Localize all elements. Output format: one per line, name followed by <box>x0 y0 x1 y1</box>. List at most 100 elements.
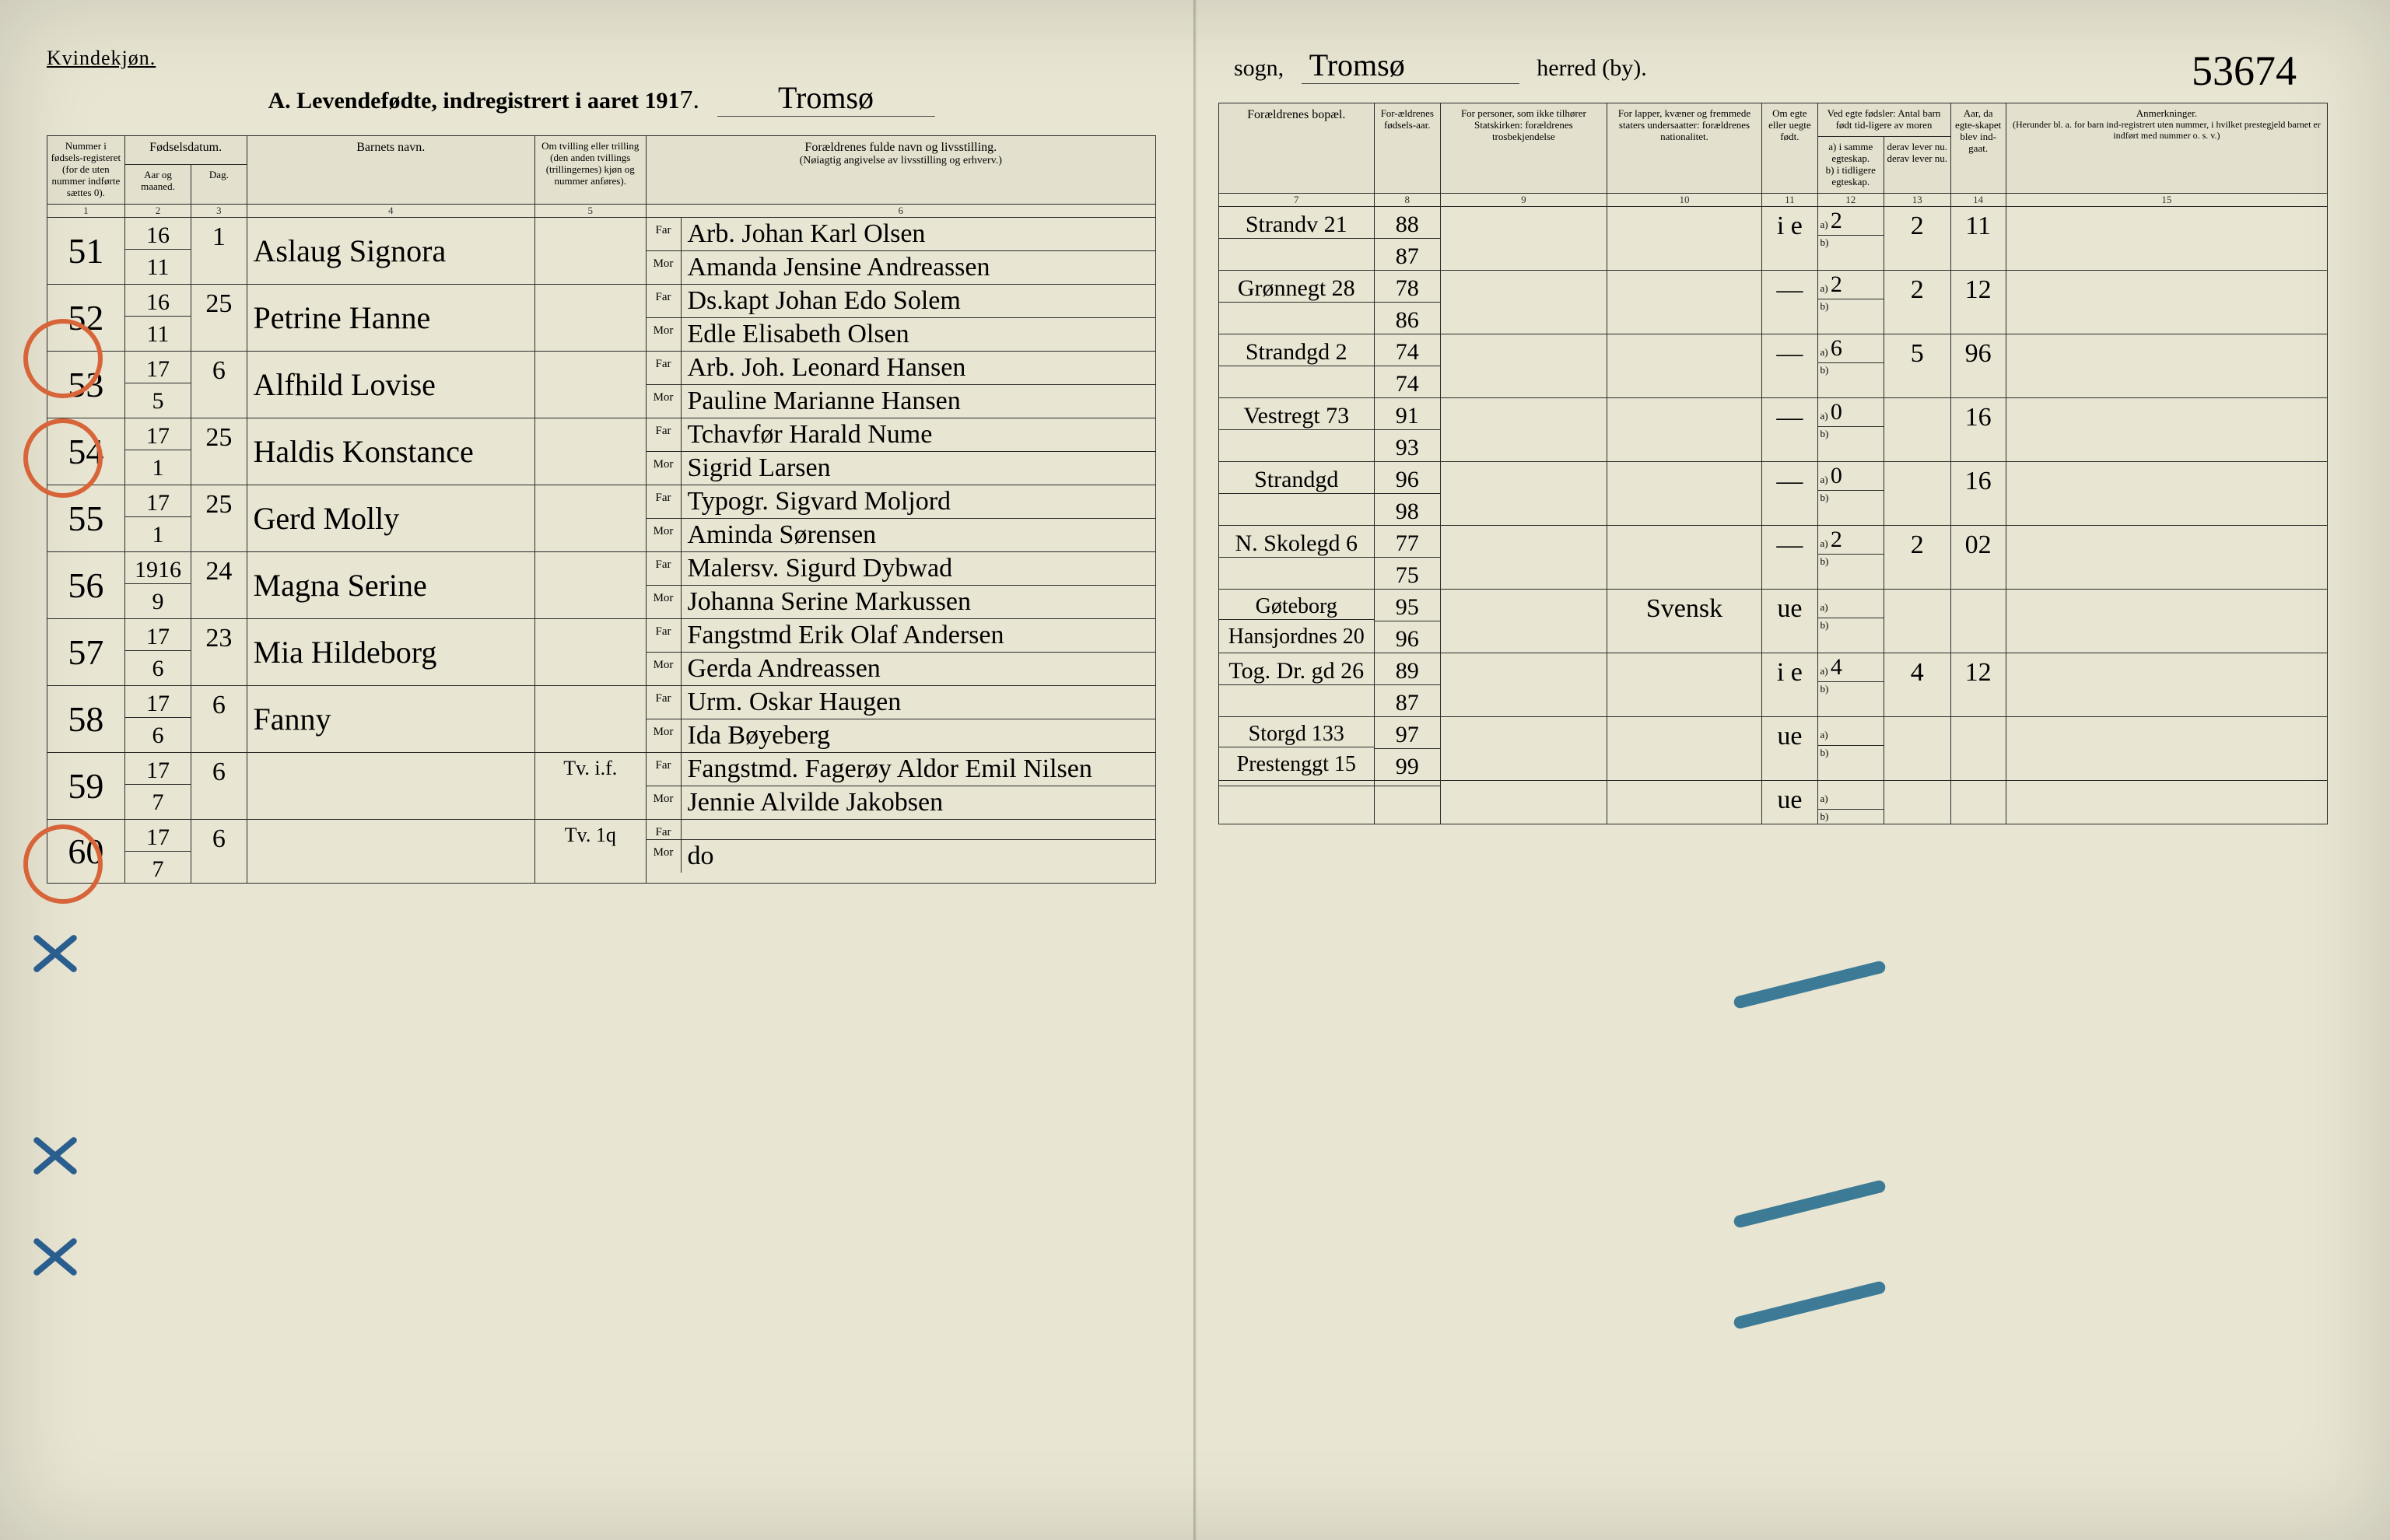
legitimacy-cell: ue <box>1762 589 1817 653</box>
c13b: derav lever nu. <box>1887 153 1948 165</box>
kvindek-label: Kvindekjøn. <box>47 47 1156 70</box>
far-label: Far <box>647 418 682 451</box>
birth-year-cell <box>1374 780 1441 824</box>
col-14-header: Aar, da egte-skapet blev ind-gaat. <box>1950 103 2006 194</box>
parents-cell: FarArb. Joh. Leonard HansenMorPauline Ma… <box>646 351 1156 418</box>
twin-cell <box>535 351 647 418</box>
twin-cell: Tv. 1q <box>535 819 647 883</box>
child-name: Fanny <box>247 685 535 752</box>
blue-swoosh-mark <box>1733 960 1887 1010</box>
cn3: 3 <box>191 204 247 217</box>
cn1: 1 <box>47 204 125 217</box>
parents-cell: FarFangstmd. Fagerøy Aldor Emil NilsenMo… <box>646 752 1156 819</box>
twin-cell <box>535 485 647 551</box>
rcn7: 7 <box>1219 193 1375 206</box>
father-name <box>682 820 1156 839</box>
religion-cell <box>1441 397 1607 461</box>
year-month-cell: 171 <box>124 418 191 485</box>
right-header: sogn, Tromsø herred (by). <box>1234 47 2328 84</box>
year-month-cell: 1611 <box>124 217 191 284</box>
blue-swoosh-mark <box>1733 1179 1887 1229</box>
child-name: Petrine Hanne <box>247 284 535 351</box>
table-row: Storgd 133Prestenggt 159799uea) b) <box>1219 716 2328 780</box>
marriage-year-cell: 11 <box>1950 206 2006 270</box>
parents-cell: FarUrm. Oskar HaugenMorIda Bøyeberg <box>646 685 1156 752</box>
mother-name: Aminda Sørensen <box>682 519 1156 551</box>
col-2b-header: Dag. <box>191 165 247 205</box>
father-name: Fangstmd. Fagerøy Aldor Emil Nilsen <box>682 753 1156 786</box>
mother-name: Ida Bøyeberg <box>682 719 1156 752</box>
table-row: uea) b) <box>1219 780 2328 824</box>
mother-name: Edle Elisabeth Olsen <box>682 318 1156 351</box>
remarks-cell <box>2006 270 2327 334</box>
blue-swoosh-mark <box>1733 1280 1887 1330</box>
nationality-cell <box>1607 397 1762 461</box>
child-name <box>247 752 535 819</box>
col-8-header: For-ældrenes fødsels-aar. <box>1374 103 1441 194</box>
far-label: Far <box>647 619 682 652</box>
year-month-cell: 176 <box>124 618 191 685</box>
residence-cell: GøteborgHansjordnes 20 <box>1219 589 1375 653</box>
right-colnum-row: 7 8 9 10 11 12 13 14 15 <box>1219 193 2328 206</box>
table-row: 591776Tv. i.f.FarFangstmd. Fagerøy Aldor… <box>47 752 1156 819</box>
prior-children-cell: a) b) <box>1817 589 1884 653</box>
table-row: 5417125Haldis KonstanceFarTchavfør Haral… <box>47 418 1156 485</box>
herred-value: Tromsø <box>1302 47 1519 84</box>
cn4: 4 <box>247 204 535 217</box>
left-header: A. Levendefødte, indregistrert i aaret 1… <box>47 79 1156 117</box>
birth-year-cell: 7775 <box>1374 525 1441 589</box>
prior-children-cell: a) 0b) <box>1817 397 1884 461</box>
left-thead: Nummer i fødsels-registeret (for de uten… <box>47 136 1156 218</box>
col-9-header: For personer, som ikke tilhører Statskir… <box>1441 103 1607 194</box>
table-row: 5517125Gerd MollyFarTypogr. Sigvard Molj… <box>47 485 1156 551</box>
religion-cell <box>1441 716 1607 780</box>
residence-cell: Strandv 21 <box>1219 206 1375 270</box>
marriage-year-cell: 96 <box>1950 334 2006 397</box>
parents-cell: FarMordo <box>646 819 1156 883</box>
table-row: Strandgd 27474—a) 6b)596 <box>1219 334 2328 397</box>
remarks-cell <box>2006 589 2327 653</box>
table-row: Tog. Dr. gd 268987i ea) 4b)412 <box>1219 653 2328 716</box>
marriage-year-cell: 12 <box>1950 270 2006 334</box>
nationality-cell <box>1607 270 1762 334</box>
residence-cell: N. Skolegd 6 <box>1219 525 1375 589</box>
far-label: Far <box>647 285 682 317</box>
father-name: Urm. Oskar Haugen <box>682 686 1156 719</box>
mor-label: Mor <box>647 519 682 551</box>
birth-year-cell: 7886 <box>1374 270 1441 334</box>
table-row: 52161125Petrine HanneFarDs.kapt Johan Ed… <box>47 284 1156 351</box>
mor-label: Mor <box>647 840 682 873</box>
father-name: Arb. Johan Karl Olsen <box>682 218 1156 250</box>
mother-name: Gerda Andreassen <box>682 653 1156 685</box>
remarks-cell <box>2006 780 2327 824</box>
col-15-title: Anmerkninger. <box>2009 108 2325 120</box>
mother-name: Amanda Jensine Andreassen <box>682 251 1156 284</box>
day-cell: 6 <box>191 351 247 418</box>
child-name: Aslaug Signora <box>247 217 535 284</box>
father-name: Arb. Joh. Leonard Hansen <box>682 352 1156 384</box>
mother-name: Johanna Serine Markussen <box>682 586 1156 618</box>
day-cell: 6 <box>191 752 247 819</box>
far-label: Far <box>647 552 682 585</box>
mor-label: Mor <box>647 586 682 618</box>
mor-label: Mor <box>647 786 682 819</box>
rcn15: 15 <box>2006 193 2327 206</box>
col-6-title: Forældrenes fulde navn og livsstilling. <box>649 141 1154 155</box>
prior-children-cell: a) 2b) <box>1817 270 1884 334</box>
marriage-year-cell: 12 <box>1950 653 2006 716</box>
rcn8: 8 <box>1374 193 1441 206</box>
col-10-header: For lapper, kvæner og fremmede staters u… <box>1607 103 1762 194</box>
year-month-cell: 177 <box>124 752 191 819</box>
living-children-cell <box>1884 589 1951 653</box>
table-row: Vestregt 739193—a) 0b)16 <box>1219 397 2328 461</box>
title-prefix: A. <box>268 88 290 114</box>
rcn14: 14 <box>1950 193 2006 206</box>
legitimacy-cell: — <box>1762 525 1817 589</box>
right-thead: Forældrenes bopæl. For-ældrenes fødsels-… <box>1219 103 2328 207</box>
year-month-cell: 1611 <box>124 284 191 351</box>
year-month-cell: 171 <box>124 485 191 551</box>
child-name: Magna Serine <box>247 551 535 618</box>
prior-children-cell: a) 2b) <box>1817 206 1884 270</box>
rcn9: 9 <box>1441 193 1607 206</box>
c12b: b) i tidligere egteskap. <box>1821 165 1882 188</box>
